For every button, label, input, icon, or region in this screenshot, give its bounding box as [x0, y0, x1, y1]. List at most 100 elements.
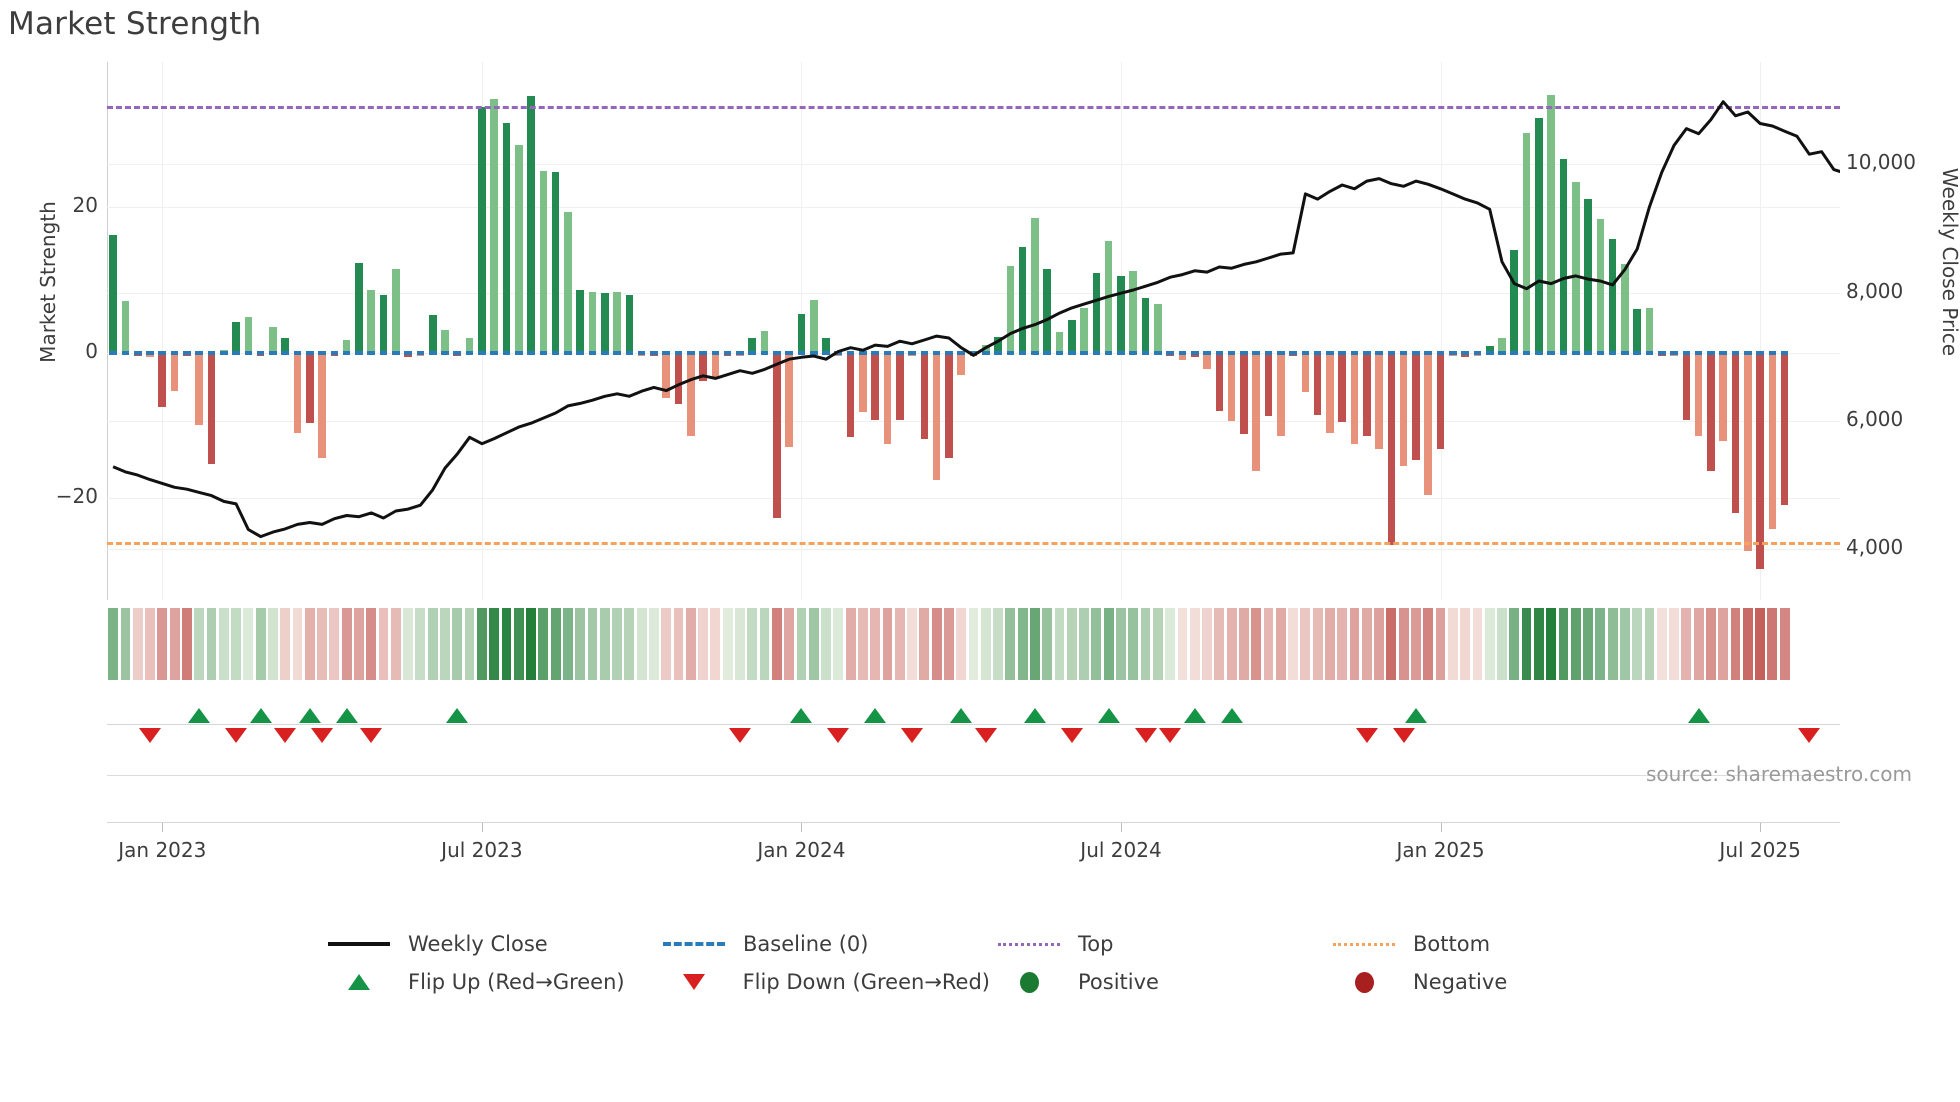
y2-tick-label: 4,000: [1846, 534, 1904, 559]
legend-item[interactable]: Bottom: [1325, 925, 1660, 963]
bar-positive: [379, 294, 388, 353]
bar-positive: [1092, 272, 1101, 353]
baseline-cap: [969, 350, 978, 355]
baseline-cap: [1006, 350, 1015, 355]
bar-negative: [1178, 352, 1187, 361]
legend-item[interactable]: Negative: [1325, 963, 1660, 1001]
bar-positive: [281, 337, 289, 353]
x-tick-mark: [1760, 823, 1762, 832]
heat-cell-negative: [698, 608, 708, 680]
main-plot-area: [107, 62, 1840, 600]
bar-positive: [551, 171, 560, 353]
heat-cell-negative: [1472, 608, 1483, 680]
heat-cell-positive: [268, 608, 278, 680]
bar-positive: [1571, 181, 1580, 353]
legend-item[interactable]: Top: [990, 925, 1325, 963]
legend-item[interactable]: Flip Down (Green→Red): [655, 963, 990, 1001]
heat-cell-positive: [1091, 608, 1102, 680]
x-tick-mark: [481, 823, 483, 832]
baseline-cap: [1141, 350, 1150, 355]
strength-heatmap-strip: [107, 608, 1840, 680]
heat-cell-negative: [1386, 608, 1397, 680]
baseline-cap: [822, 350, 830, 355]
bar-negative: [195, 352, 203, 425]
bar-negative: [674, 352, 683, 404]
heat-cell-negative: [132, 608, 143, 680]
heat-cell-positive: [1509, 608, 1520, 680]
legend-item[interactable]: Weekly Close: [320, 925, 655, 963]
legend-label: Negative: [1413, 970, 1508, 994]
bar-negative: [895, 352, 904, 420]
legend-item[interactable]: Baseline (0): [655, 925, 990, 963]
gridline-right: [107, 420, 1840, 422]
bar-positive: [588, 292, 597, 353]
legend-label: Flip Down (Green→Red): [742, 970, 990, 994]
baseline-cap: [244, 350, 253, 355]
baseline-cap: [1670, 350, 1678, 355]
baseline-cap: [1756, 350, 1764, 355]
bar-negative: [1375, 352, 1383, 449]
legend-item[interactable]: Flip Up (Red→Green): [320, 963, 655, 1001]
bar-positive: [1510, 250, 1519, 353]
bar-positive: [121, 301, 130, 353]
bar-positive: [1055, 332, 1064, 353]
bar-positive: [760, 331, 769, 353]
baseline-cap: [1387, 350, 1396, 355]
gridline-right: [107, 292, 1840, 294]
bar-positive: [1080, 307, 1088, 353]
heat-cell-positive: [636, 608, 647, 680]
bar-negative: [293, 352, 302, 433]
bar-negative: [846, 352, 855, 438]
bar-negative: [1203, 352, 1211, 369]
x-tick-label: Jul 2023: [441, 838, 523, 862]
heat-cell-negative: [919, 608, 930, 680]
heat-cell-positive: [587, 608, 598, 680]
x-tick-mark: [1120, 823, 1122, 832]
gridline: [107, 207, 1840, 209]
bar-negative: [1399, 352, 1408, 467]
flip-down-marker: [827, 728, 850, 743]
heat-cell-positive: [218, 608, 229, 680]
x-tick-label: Jan 2024: [757, 838, 846, 862]
green-dot-icon: [990, 971, 1068, 993]
heat-cell-positive: [722, 608, 733, 680]
bar-positive: [490, 99, 498, 353]
bar-negative: [1756, 352, 1764, 569]
bar-positive: [1559, 159, 1568, 353]
baseline-cap: [613, 350, 621, 355]
flip-down-marker: [1060, 728, 1083, 743]
flip-down-marker: [1134, 728, 1157, 743]
bar-negative: [1190, 352, 1199, 358]
heat-cell-positive: [808, 608, 819, 680]
heat-cell-positive: [489, 608, 500, 680]
heat-cell-positive: [1128, 608, 1139, 680]
baseline-cap: [1399, 350, 1408, 355]
baseline-cap: [588, 350, 597, 355]
x-tick-mark: [1440, 823, 1442, 832]
flip-up-marker: [1183, 708, 1206, 723]
baseline-cap: [158, 350, 167, 355]
baseline-cap: [1313, 350, 1322, 355]
dotted-purple-swatch: [990, 942, 1068, 946]
x-tick-label: Jul 2025: [1719, 838, 1801, 862]
gridline-vertical: [162, 62, 164, 600]
bar-negative: [1682, 352, 1691, 421]
baseline-cap: [1584, 350, 1592, 355]
legend-item[interactable]: Positive: [990, 963, 1325, 1001]
baseline-cap: [859, 350, 867, 355]
bar-positive: [441, 329, 449, 353]
legend-label: Baseline (0): [743, 932, 869, 956]
flip-down-marker: [1798, 728, 1821, 743]
baseline-cap: [1362, 350, 1371, 355]
heat-cell-positive: [1054, 608, 1065, 680]
bar-positive: [478, 107, 486, 353]
heat-cell-positive: [1570, 608, 1581, 680]
bar-negative: [1780, 352, 1789, 506]
bar-negative: [1350, 352, 1359, 445]
source-attribution: source: sharemaestro.com: [1646, 762, 1912, 786]
heat-cell-positive: [1165, 608, 1176, 680]
baseline-cap: [207, 350, 216, 355]
bar-positive: [564, 212, 572, 353]
flip-up-marker: [249, 708, 272, 723]
baseline-cap: [281, 350, 289, 355]
